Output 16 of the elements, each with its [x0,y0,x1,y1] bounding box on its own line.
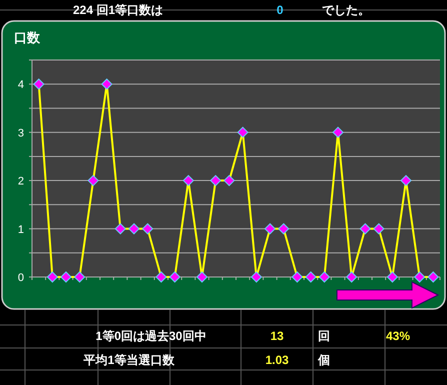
y-axis-title: 口数 [14,30,41,45]
text: 1.03 [265,353,289,367]
text: 平均1等当選口数 [82,353,176,367]
text: 回 [318,329,330,343]
y-tick-label: 1 [18,224,24,236]
text: 13 [270,329,284,343]
text: 個 [317,353,330,367]
text: 0 [276,3,284,17]
text: 1等0回は過去30回中 [96,329,206,343]
text: でした。 [322,3,370,17]
y-tick-label: 4 [18,79,24,92]
text: 224 回1等口数は [72,3,164,17]
y-tick-label: 2 [18,176,24,188]
y-tick-label: 0 [18,272,24,284]
y-tick-label: 3 [18,127,24,140]
text: 43% [386,329,410,343]
